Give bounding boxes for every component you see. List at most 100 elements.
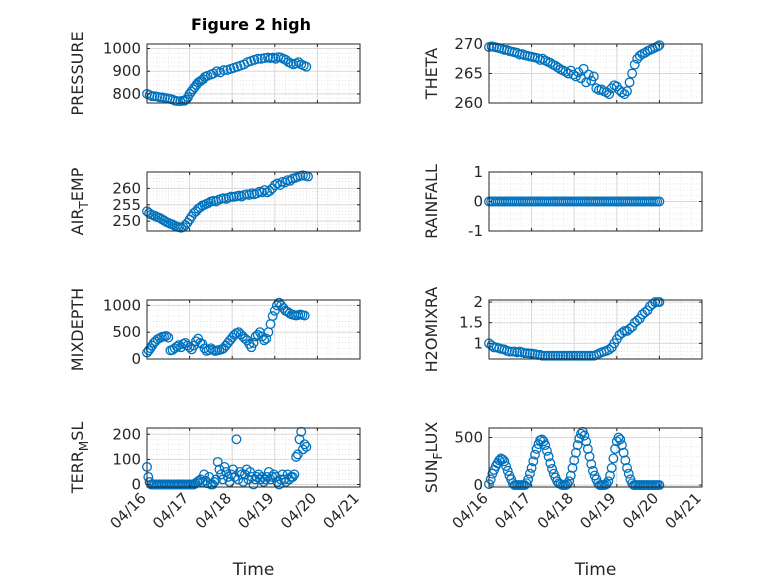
data-point: [586, 459, 597, 470]
data-point: [654, 297, 665, 308]
series-markers: [142, 297, 310, 358]
data-point: [519, 480, 530, 491]
data-point: [238, 477, 249, 487]
data-point: [489, 342, 500, 353]
y-tick-label: 500: [454, 429, 483, 447]
data-point: [654, 196, 665, 207]
data-point: [608, 453, 619, 464]
data-point: [519, 348, 530, 359]
data-point: [265, 474, 276, 485]
data-point: [542, 350, 553, 361]
data-point: [573, 350, 584, 361]
data-point: [524, 468, 535, 479]
data-point: [558, 350, 569, 361]
data-point: [579, 430, 590, 441]
data-point: [490, 461, 501, 472]
data-point: [652, 41, 663, 52]
data-point: [256, 53, 267, 64]
data-point: [619, 325, 630, 336]
axes-box: [146, 43, 361, 104]
data-point: [619, 89, 630, 100]
x-axis-label: Time: [574, 560, 617, 580]
data-point: [620, 455, 631, 466]
data-point: [578, 63, 589, 74]
y-tick-label: 1: [473, 334, 483, 352]
data-point: [581, 350, 592, 361]
data-point: [280, 54, 291, 65]
x-tick-label: 04/16: [449, 489, 492, 532]
plot-area: [489, 428, 702, 487]
plot-area: [147, 428, 360, 487]
data-point: [171, 341, 182, 352]
panel-theta: 260 265 270 THETA: [422, 35, 703, 112]
y-tick-label: 100: [112, 450, 141, 468]
panel-terr_msl: 0 100 200 04/16 04/17 04/18 04/19 04/20 04/21 Tim…: [68, 422, 363, 580]
data-point: [252, 329, 263, 340]
data-point: [581, 436, 592, 447]
data-point: [545, 350, 556, 361]
y-axis-label: H2OMIXRA: [422, 287, 441, 373]
x-tick-label: 04/19: [234, 489, 277, 532]
x-tick-label: 04/19: [576, 489, 619, 532]
series-markers: [142, 52, 312, 107]
data-point: [622, 463, 632, 473]
y-tick-label: 1000: [103, 40, 141, 58]
x-tick-label: 04/21: [662, 489, 705, 532]
data-point: [285, 175, 296, 186]
data-point: [537, 53, 548, 64]
y-tick-label: 1000: [103, 296, 141, 314]
data-point: [291, 451, 302, 462]
data-point: [181, 94, 192, 105]
data-point: [536, 434, 547, 445]
data-point: [572, 440, 583, 451]
data-point: [639, 307, 650, 318]
data-point: [289, 469, 300, 480]
data-point: [252, 53, 263, 64]
series-markers: [142, 426, 312, 490]
data-point: [627, 68, 638, 79]
x-tick-label: 04/20: [277, 489, 320, 532]
data-point: [501, 461, 511, 472]
x-tick-label: 04/18: [534, 489, 577, 532]
data-point: [565, 470, 576, 481]
data-point: [545, 57, 556, 68]
data-point: [583, 350, 594, 361]
series-markers: [142, 170, 313, 233]
data-point: [550, 350, 561, 361]
data-point: [583, 69, 594, 80]
data-point: [248, 337, 259, 348]
data-point: [274, 180, 285, 191]
data-point: [624, 77, 635, 88]
data-point: [568, 350, 579, 361]
data-point: [524, 348, 535, 359]
data-point: [280, 177, 290, 188]
data-point: [573, 67, 584, 78]
data-point: [299, 310, 310, 321]
data-point: [623, 468, 634, 479]
y-axis-label: TERRMSL: [68, 422, 91, 495]
data-point: [547, 463, 557, 474]
data-point: [240, 469, 250, 480]
y-axis-label: PRESSURE: [68, 31, 87, 115]
panel-pressure: 800 900 1000 PRESSURE: [68, 31, 361, 116]
data-point: [553, 62, 563, 73]
data-point: [504, 346, 515, 357]
data-point: [211, 474, 221, 485]
data-point: [191, 336, 201, 347]
y-tick-label: 260: [112, 179, 141, 197]
panel-rainfall: -1 0 1 RAINFALL: [422, 163, 703, 240]
y-axis-label: MIXDEPTH: [68, 288, 87, 371]
data-point: [530, 449, 540, 460]
data-point: [499, 456, 510, 467]
data-point: [228, 464, 239, 475]
y-tick-label: 0: [473, 476, 483, 494]
y-tick-label: 0: [131, 475, 141, 493]
x-tick-label: 04/21: [320, 489, 363, 532]
x-tick-label: 04/16: [107, 489, 150, 532]
data-point: [301, 441, 312, 452]
data-point: [485, 474, 496, 485]
data-point: [584, 451, 595, 462]
data-point: [654, 480, 665, 491]
data-point: [292, 449, 303, 460]
data-point: [244, 189, 255, 200]
